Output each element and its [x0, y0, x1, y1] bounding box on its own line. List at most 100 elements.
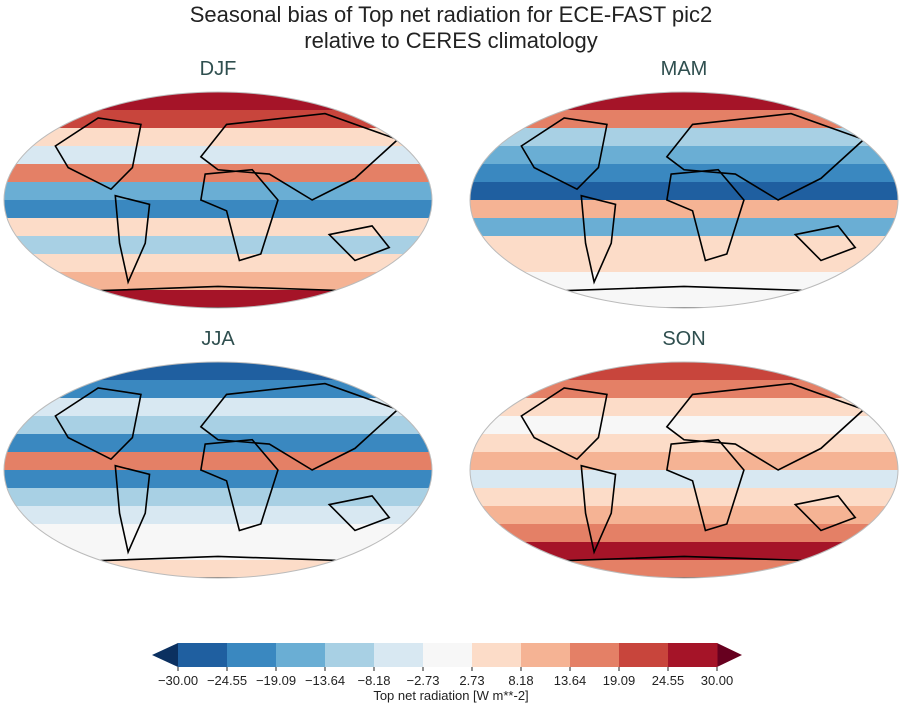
- lat-band: [470, 182, 898, 201]
- colorbar-extend-high: [717, 643, 742, 667]
- map-frame: [469, 361, 899, 579]
- coastline: [793, 225, 857, 262]
- colorbar-segment: [521, 643, 571, 667]
- coastline: [199, 438, 279, 532]
- coastline: [580, 194, 617, 285]
- lat-band: [4, 218, 432, 237]
- lat-band: [470, 362, 898, 381]
- lat-band: [470, 290, 898, 308]
- lat-band: [470, 110, 898, 129]
- lat-band: [4, 398, 432, 417]
- lat-band: [4, 560, 432, 578]
- lat-band: [4, 542, 432, 561]
- colorbar-tick-label: 8.18: [508, 673, 533, 688]
- coastline: [665, 168, 745, 262]
- lat-band: [470, 92, 898, 111]
- coastline: [665, 112, 866, 201]
- lat-band: [470, 200, 898, 219]
- panel-title-jja: JJA: [201, 328, 235, 350]
- coastline: [520, 387, 608, 461]
- colorbar-tick-label: 13.64: [554, 673, 587, 688]
- lat-band: [4, 506, 432, 525]
- lat-band: [4, 470, 432, 489]
- colorbar-segment: [570, 643, 620, 667]
- colorbar-tick-label: −8.18: [358, 673, 391, 688]
- lat-band: [4, 254, 432, 273]
- figure-subtitle: relative to CERES climatology: [304, 28, 598, 53]
- lat-band: [4, 236, 432, 255]
- map-panel-son: [470, 362, 898, 578]
- lat-band: [470, 380, 898, 399]
- colorbar-tick-label: 30.00: [701, 673, 734, 688]
- colorbar-tick-label: −13.64: [305, 673, 345, 688]
- colorbar-tick-label: 24.55: [652, 673, 685, 688]
- lat-band: [470, 236, 898, 255]
- lat-band: [4, 146, 432, 165]
- coastline: [793, 495, 857, 532]
- coastline: [327, 495, 391, 532]
- lat-band: [470, 506, 898, 525]
- lat-band: [470, 416, 898, 435]
- lat-band: [4, 182, 432, 201]
- colorbar-tick-label: −30.00: [158, 673, 198, 688]
- colorbar-tick-label: −2.73: [407, 673, 440, 688]
- panel-title-son: SON: [662, 328, 706, 350]
- colorbar-tick-label: 19.09: [603, 673, 636, 688]
- lat-band: [4, 290, 432, 308]
- coastline: [114, 464, 151, 555]
- lat-band: [470, 272, 898, 291]
- lat-band: [470, 524, 898, 543]
- lat-band: [470, 542, 898, 561]
- colorbar-label: Top net radiation [W m**-2]: [373, 688, 529, 703]
- colorbar-tick-label: 2.73: [459, 673, 484, 688]
- colorbar-segment: [472, 643, 522, 667]
- map-panel-mam: [470, 92, 898, 308]
- lat-band: [470, 488, 898, 507]
- coastline: [665, 382, 866, 471]
- coastline: [327, 225, 391, 262]
- lat-band: [470, 128, 898, 147]
- panel-title-djf: DJF: [199, 58, 237, 80]
- coastline: [199, 112, 400, 201]
- panel-title-mam: MAM: [660, 58, 708, 80]
- lat-band: [4, 416, 432, 435]
- map-panel-jja: [4, 362, 432, 578]
- coastline: [114, 194, 151, 285]
- lat-band: [4, 452, 432, 471]
- colorbar-segment: [325, 643, 375, 667]
- lat-band: [470, 146, 898, 165]
- lat-band: [4, 524, 432, 543]
- colorbar-segment: [178, 643, 228, 667]
- lat-band: [470, 218, 898, 237]
- map-frame: [3, 361, 433, 579]
- lat-band: [4, 92, 432, 111]
- lat-band: [470, 452, 898, 471]
- lat-band: [4, 362, 432, 381]
- colorbar-tick-label: −19.09: [256, 673, 296, 688]
- colorbar-segment: [619, 643, 669, 667]
- colorbar-tick-label: −24.55: [207, 673, 247, 688]
- colorbar-segment: [423, 643, 473, 667]
- colorbar-segment: [276, 643, 326, 667]
- colorbar-extend-low: [152, 643, 178, 667]
- lat-band: [4, 488, 432, 507]
- lat-band: [470, 560, 898, 578]
- colorbar-segment: [374, 643, 424, 667]
- coastline: [54, 387, 142, 461]
- coastline: [520, 117, 608, 191]
- lat-band: [470, 254, 898, 273]
- coastline: [580, 464, 617, 555]
- lat-band: [4, 200, 432, 219]
- coastline: [199, 382, 400, 471]
- colorbar-segment: [668, 643, 718, 667]
- coastline: [54, 117, 142, 191]
- lat-band: [4, 128, 432, 147]
- figure-title: Seasonal bias of Top net radiation for E…: [189, 2, 713, 27]
- lat-band: [470, 398, 898, 417]
- coastline: [199, 168, 279, 262]
- lat-band: [4, 110, 432, 129]
- lat-band: [4, 380, 432, 399]
- lat-band: [470, 470, 898, 489]
